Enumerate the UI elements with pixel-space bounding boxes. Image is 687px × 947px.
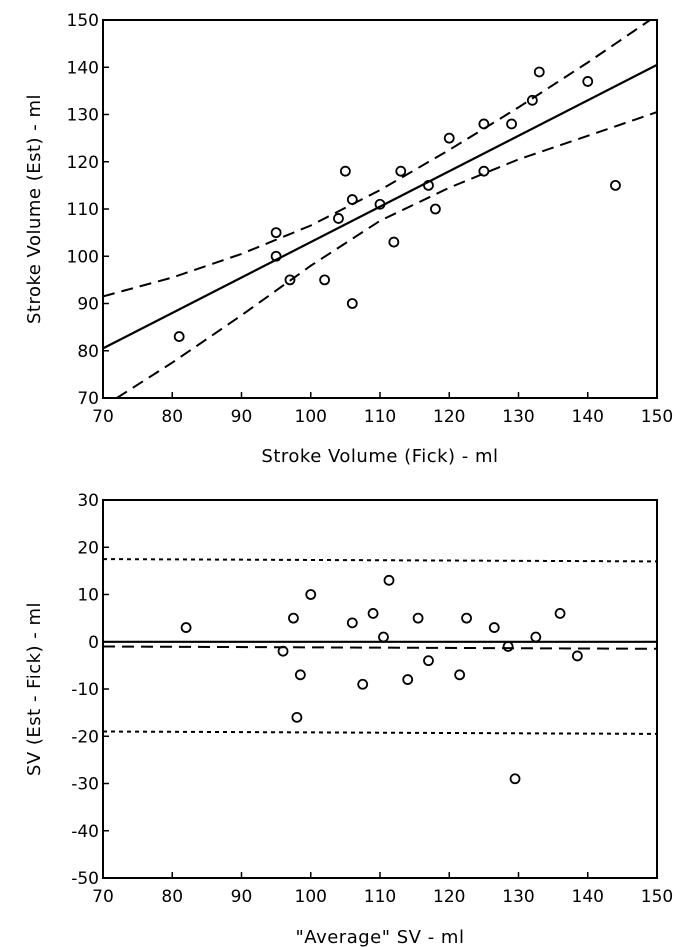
data-point: [305, 589, 317, 600]
y-tick-label: -10: [71, 680, 99, 700]
data-point: [530, 631, 542, 643]
dotted-line: [103, 730, 657, 735]
x-tick-label: 110: [364, 887, 396, 907]
data-point: [461, 612, 472, 624]
y-tick-label: 70: [77, 389, 99, 409]
data-point: [288, 612, 299, 624]
x-tick-label: 130: [502, 407, 534, 427]
data-point: [277, 645, 289, 657]
top-panel-stroke-volume-comparison: 70 80 90 100 110 120 130 140 150 70 80 90 100 110 120 1…: [24, 11, 673, 467]
data-point: [502, 641, 514, 652]
data-point: [346, 298, 358, 309]
data-point: [378, 631, 389, 643]
x-tick-label: 70: [92, 887, 114, 907]
y-tick-label: -20: [71, 727, 99, 747]
x-tick-label: 100: [295, 887, 327, 907]
data-point: [443, 132, 455, 144]
data-point: [367, 608, 379, 619]
y-tick-label: -50: [71, 869, 99, 889]
data-point: [423, 655, 434, 667]
y-tick-label: 10: [77, 586, 99, 606]
data-point: [357, 678, 369, 690]
y-tick-label: 20: [77, 538, 99, 558]
solid-line: [103, 63, 657, 350]
plot-area: [103, 558, 657, 785]
plot-area: [103, 20, 657, 398]
data-point: [346, 194, 358, 205]
x-tick-label: 140: [572, 407, 604, 427]
data-point: [454, 669, 466, 681]
data-point: [412, 612, 424, 624]
data-point: [582, 76, 594, 87]
data-point: [429, 203, 441, 215]
data-point: [506, 118, 517, 130]
data-point: [319, 274, 331, 286]
x-tick-label: 80: [161, 887, 183, 907]
data-point: [346, 617, 358, 629]
data-point: [610, 179, 621, 191]
x-tick-label: 120: [433, 407, 465, 427]
x-tick-label: 110: [364, 407, 396, 427]
x-axis-label: "Average" SV - ml: [296, 927, 465, 947]
data-point: [294, 669, 306, 681]
y-tick-label: 100: [67, 247, 99, 267]
dashed-line: [116, 111, 657, 398]
data-point: [173, 331, 185, 342]
x-tick-label: 90: [231, 887, 253, 907]
y-tick-label: 80: [77, 342, 99, 362]
x-tick-label: 140: [572, 887, 604, 907]
data-point: [554, 608, 566, 619]
y-tick-label: -40: [71, 822, 99, 842]
x-tick-label: 80: [161, 407, 183, 427]
x-tick-label: 150: [641, 407, 673, 427]
y-axis-label: Stroke Volume (Est) - ml: [24, 94, 45, 324]
y-axis-label: SV (Est - Fick) - ml: [24, 602, 45, 776]
x-axis-label: Stroke Volume (Fick) - ml: [261, 446, 498, 467]
y-tick-label: 130: [67, 106, 99, 126]
data-point: [270, 250, 282, 262]
y-tick-label: -30: [71, 775, 99, 795]
x-tick-label: 120: [433, 887, 465, 907]
y-tick-label: 30: [77, 491, 99, 511]
x-tick-label: 100: [295, 407, 327, 427]
plot-frame: [102, 499, 658, 879]
data-point: [374, 198, 386, 210]
data-point: [333, 213, 344, 224]
dashed-line: [103, 645, 657, 650]
data-point: [488, 622, 500, 633]
data-point: [270, 227, 282, 239]
data-point: [478, 118, 490, 130]
x-tick-label: 130: [502, 887, 534, 907]
data-point: [388, 236, 400, 248]
data-point: [402, 674, 414, 685]
data-point: [291, 711, 303, 723]
data-point: [395, 165, 407, 177]
x-tick-label: 150: [641, 887, 673, 907]
x-tick-label: 70: [92, 407, 114, 427]
x-tick-label: 90: [231, 407, 253, 427]
data-point: [509, 773, 521, 785]
bottom-panel-difference-plot: 70 80 90 100 110 120 130 140 150 -50 -40 -30 -20 -10 0…: [24, 491, 673, 947]
data-point: [284, 274, 296, 286]
y-tick-label: 110: [67, 200, 99, 220]
y-tick-label: 150: [67, 11, 99, 31]
data-point: [180, 622, 192, 633]
data-point: [339, 165, 351, 177]
data-point: [423, 179, 434, 191]
data-point: [478, 165, 490, 177]
data-point: [571, 650, 583, 662]
dotted-line: [103, 558, 657, 563]
y-tick-label: 140: [67, 58, 99, 78]
y-tick-label: 90: [77, 295, 99, 315]
data-point: [383, 574, 395, 586]
y-tick-label: 120: [67, 153, 99, 173]
dashed-line: [103, 20, 652, 298]
data-point: [526, 94, 538, 106]
data-point: [533, 66, 545, 78]
y-tick-label: 0: [88, 633, 99, 653]
